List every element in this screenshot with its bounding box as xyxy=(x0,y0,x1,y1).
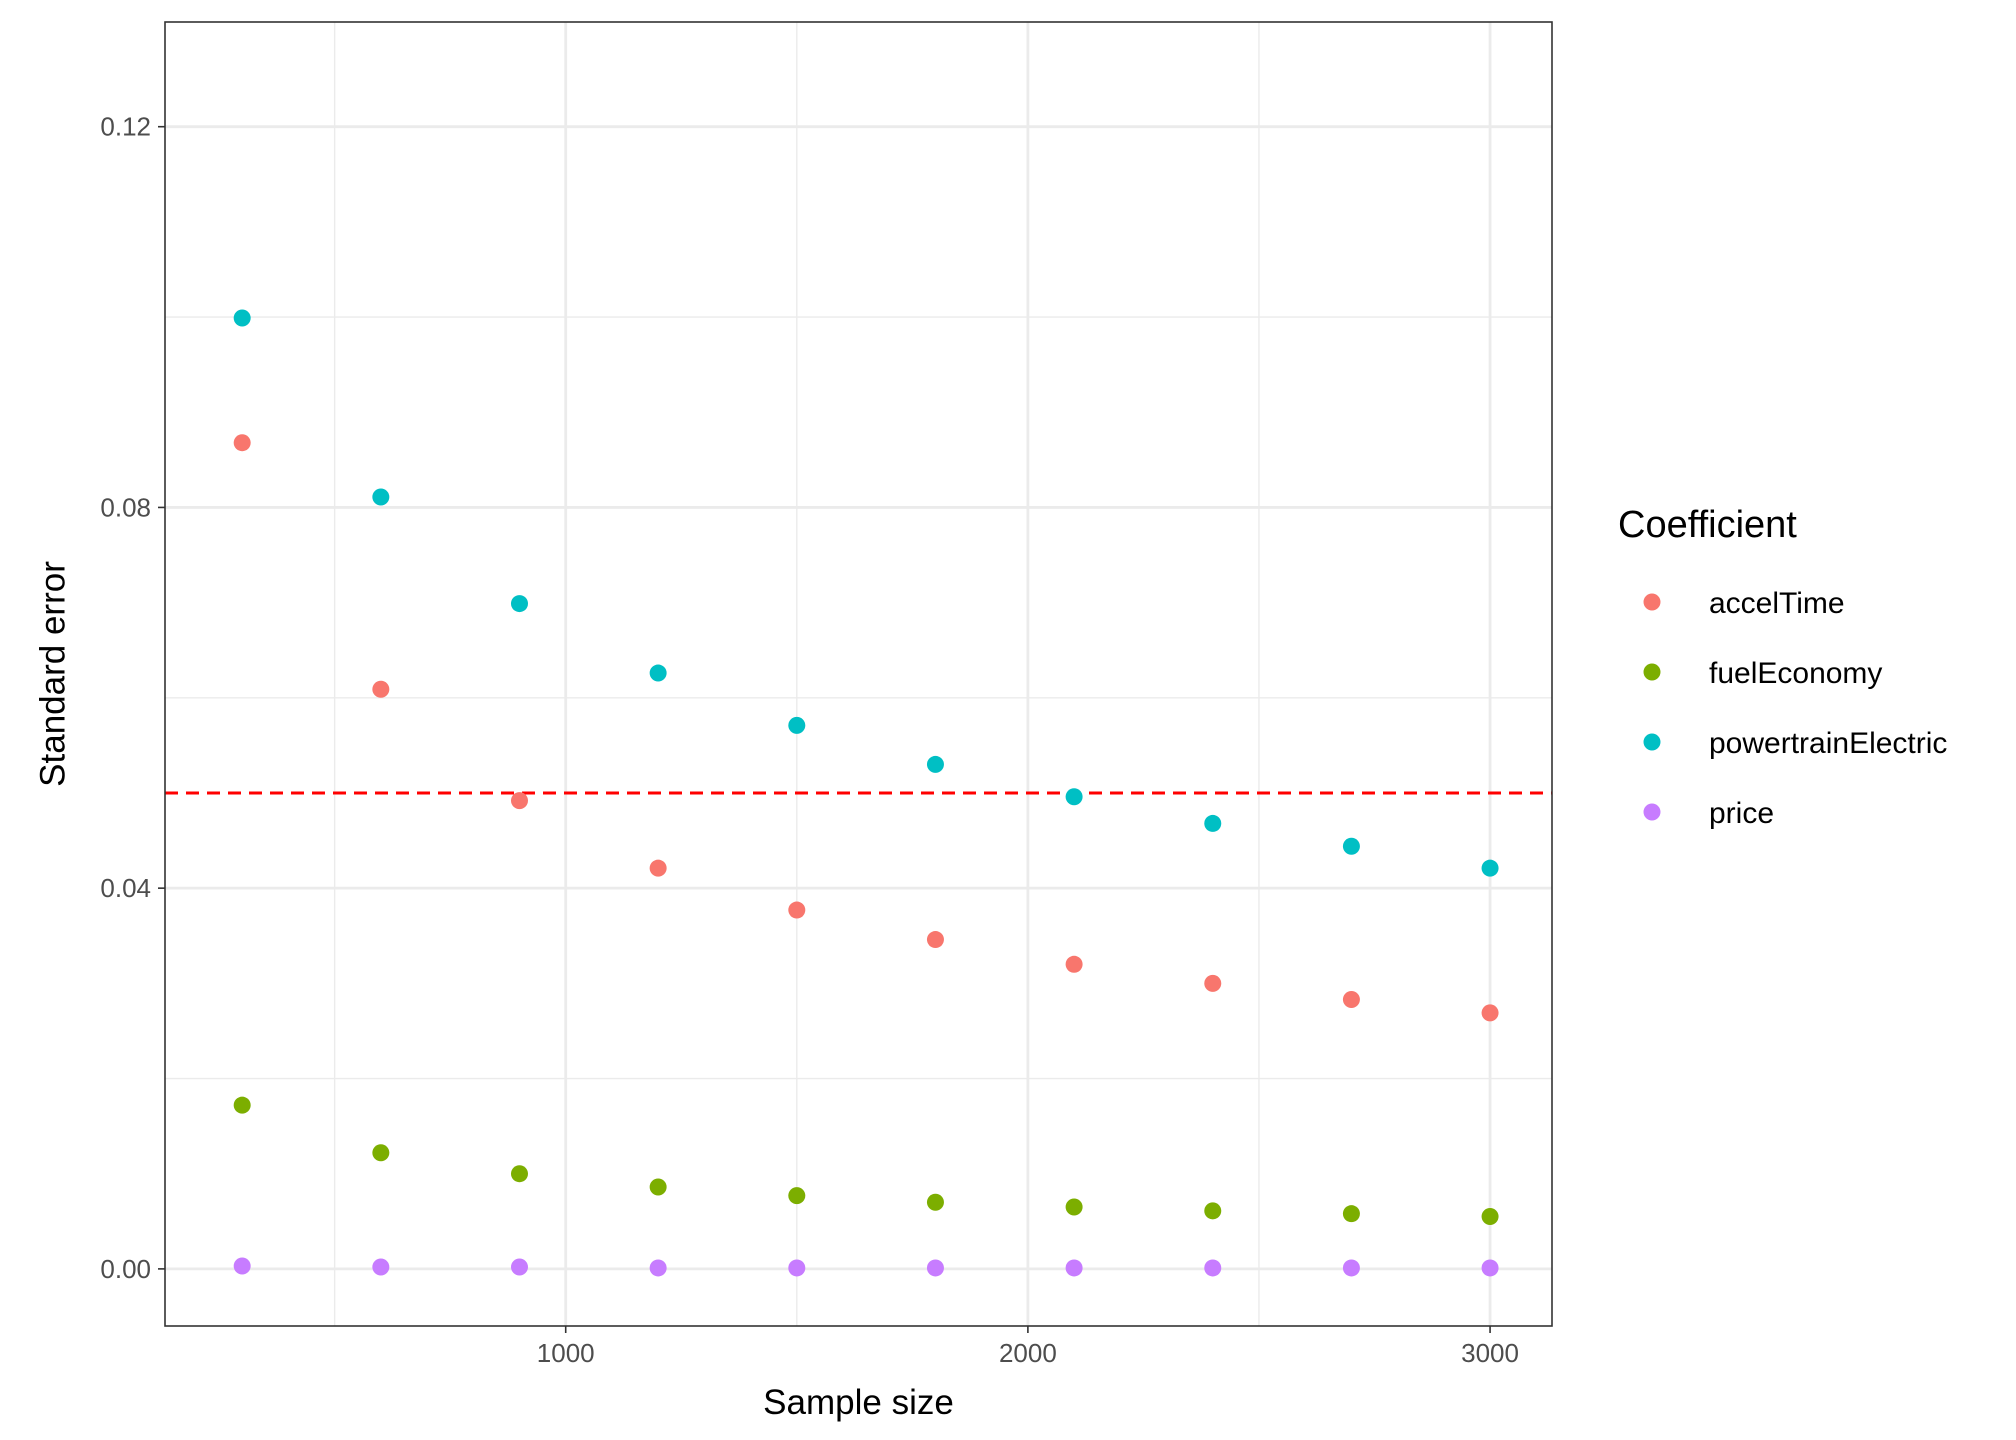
data-point-accelTime xyxy=(1481,1004,1499,1022)
y-axis-title: Standard error xyxy=(33,561,72,787)
data-point-price xyxy=(1204,1259,1222,1277)
legend-title: Coefficient xyxy=(1618,504,1797,546)
y-axis: 0.00 0.04 0.08 0.12 xyxy=(100,112,165,1284)
data-point-accelTime xyxy=(788,901,806,919)
y-tick-label: 0.04 xyxy=(100,873,151,903)
data-point-fuelEconomy xyxy=(1065,1198,1083,1216)
data-point-fuelEconomy xyxy=(926,1193,944,1211)
legend-key-price xyxy=(1643,803,1661,821)
data-point-fuelEconomy xyxy=(788,1187,806,1205)
data-point-fuelEconomy xyxy=(1481,1208,1499,1226)
data-point-powertrainElectric xyxy=(649,664,667,682)
data-point-accelTime xyxy=(1065,955,1083,973)
legend-label-powertrainElectric: powertrainElectric xyxy=(1709,727,1947,760)
data-point-fuelEconomy xyxy=(1342,1205,1360,1223)
legend-label-fuelEconomy: fuelEconomy xyxy=(1709,657,1882,690)
data-point-price xyxy=(372,1258,390,1276)
data-point-price xyxy=(1065,1259,1083,1277)
x-axis: 1000 2000 3000 xyxy=(537,1326,1519,1368)
legend: Coefficient accelTime fuelEconomy powertra… xyxy=(1618,504,1947,830)
legend-key-accelTime xyxy=(1643,593,1661,611)
data-point-powertrainElectric xyxy=(1342,837,1360,855)
legend-key-fuelEconomy xyxy=(1643,663,1661,681)
data-point-price xyxy=(649,1259,667,1277)
data-point-fuelEconomy xyxy=(510,1165,528,1183)
data-point-powertrainElectric xyxy=(372,488,390,506)
y-tick-label: 0.08 xyxy=(100,492,151,522)
data-point-accelTime xyxy=(1204,974,1222,992)
x-tick-label: 1000 xyxy=(537,1338,595,1368)
data-point-fuelEconomy xyxy=(372,1144,390,1162)
data-point-powertrainElectric xyxy=(1204,814,1222,832)
x-axis-title: Sample size xyxy=(763,1383,954,1422)
data-point-powertrainElectric xyxy=(1481,859,1499,877)
data-point-accelTime xyxy=(372,680,390,698)
data-point-accelTime xyxy=(649,859,667,877)
data-point-price xyxy=(926,1259,944,1277)
data-point-powertrainElectric xyxy=(1065,788,1083,806)
data-point-price xyxy=(788,1259,806,1277)
data-point-price xyxy=(510,1258,528,1276)
data-point-powertrainElectric xyxy=(926,755,944,773)
data-point-powertrainElectric xyxy=(510,595,528,613)
data-points xyxy=(233,309,1499,1277)
legend-key-powertrainElectric xyxy=(1643,733,1661,751)
x-tick-label: 2000 xyxy=(999,1338,1057,1368)
y-tick-label: 0.12 xyxy=(100,112,151,142)
data-point-accelTime xyxy=(233,434,251,452)
y-tick-label: 0.00 xyxy=(100,1254,151,1284)
data-point-powertrainElectric xyxy=(788,716,806,734)
data-point-accelTime xyxy=(926,931,944,949)
plot-panel-border xyxy=(164,21,1553,1327)
major-gridlines xyxy=(165,22,1552,1326)
data-point-accelTime xyxy=(1342,991,1360,1009)
legend-label-price: price xyxy=(1709,797,1774,830)
data-point-fuelEconomy xyxy=(233,1096,251,1114)
legend-items: accelTime fuelEconomy powertrainElectric pr… xyxy=(1643,587,1947,830)
data-point-fuelEconomy xyxy=(649,1178,667,1196)
data-point-price xyxy=(233,1257,251,1275)
data-point-price xyxy=(1481,1259,1499,1277)
x-tick-label: 3000 xyxy=(1461,1338,1519,1368)
data-point-price xyxy=(1342,1259,1360,1277)
data-point-accelTime xyxy=(510,792,528,810)
data-point-fuelEconomy xyxy=(1204,1202,1222,1220)
data-point-powertrainElectric xyxy=(233,309,251,327)
minor-gridlines xyxy=(165,22,1552,1326)
legend-label-accelTime: accelTime xyxy=(1709,587,1845,620)
